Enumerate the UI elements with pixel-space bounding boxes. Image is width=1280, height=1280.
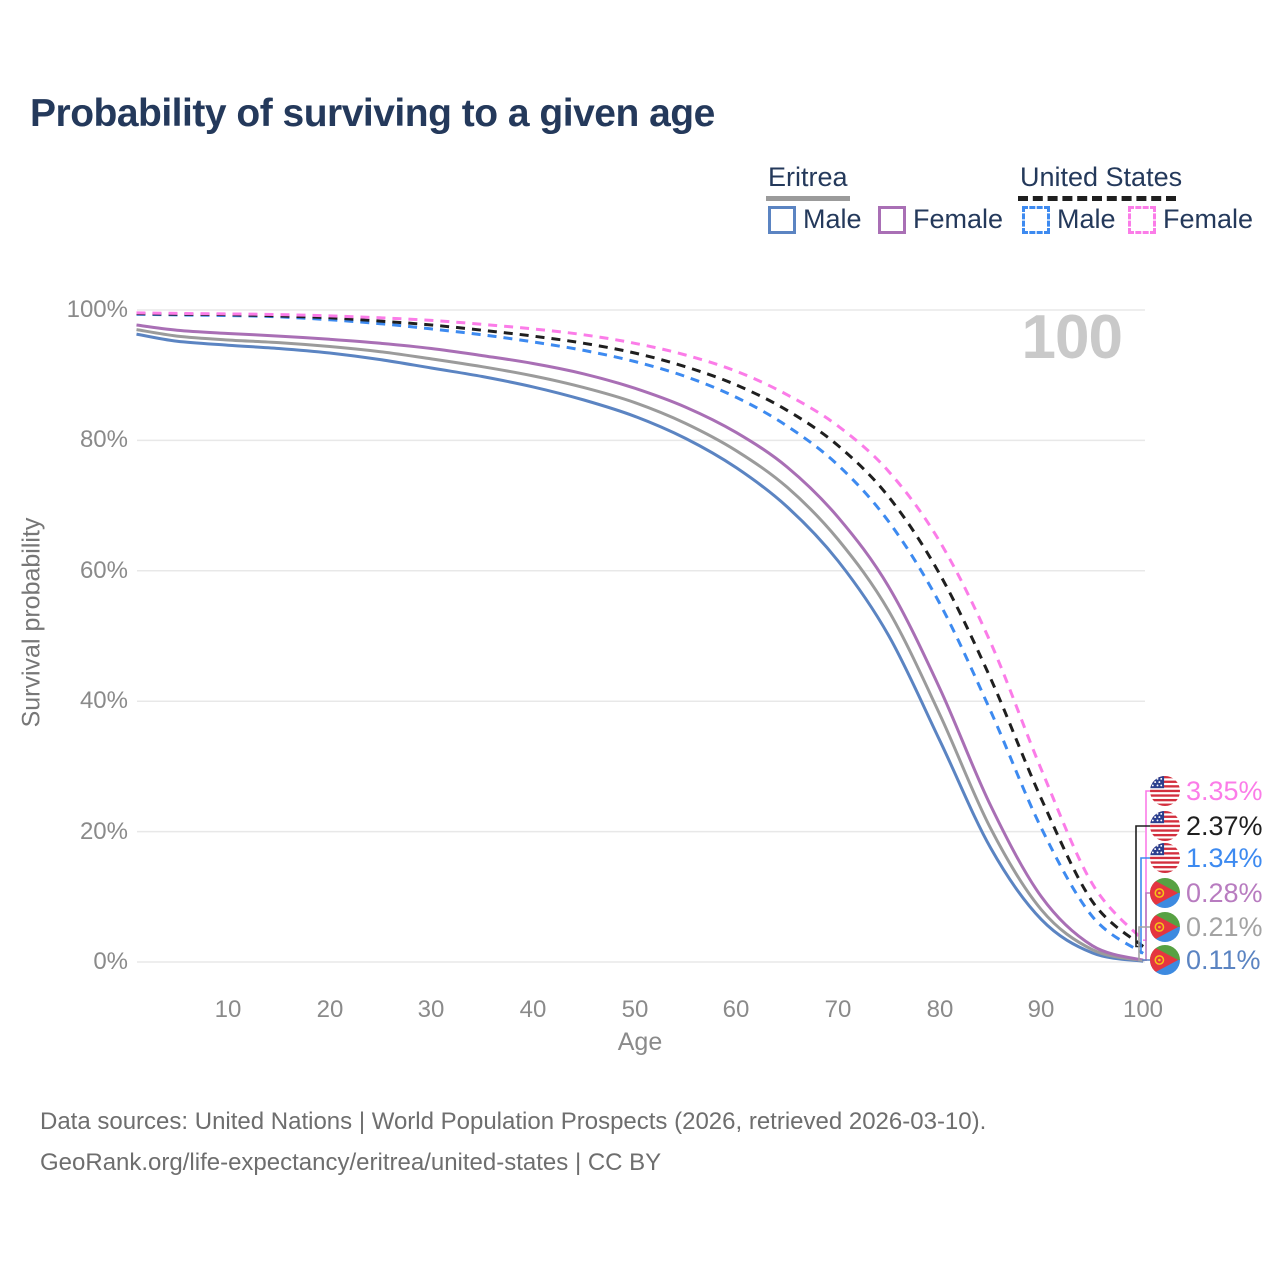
end-label-us-male[interactable]: 1.34% (1150, 841, 1263, 875)
us-flag-icon (1150, 811, 1180, 841)
x-tick: 20 (316, 996, 344, 1023)
x-tick: 60 (722, 996, 750, 1023)
y-tick: 60% (79, 557, 128, 584)
series-us_male-line[interactable] (136, 312, 1144, 955)
x-tick: 50 (621, 996, 649, 1023)
x-tick: 40 (519, 996, 547, 1023)
legend-group-united-states: United States (1020, 162, 1183, 192)
us-male-swatch-icon (1022, 205, 1050, 234)
legend-item-us-female[interactable]: Female (1128, 204, 1253, 235)
legend-underline-eritrea (766, 196, 850, 201)
end-label-value: 0.28% (1186, 877, 1263, 908)
y-tick: 0% (93, 948, 128, 975)
gridlines (137, 309, 1145, 963)
series-eritrea_female-line[interactable] (136, 323, 1144, 962)
series-eritrea_both-line[interactable] (136, 328, 1144, 963)
end-label-eritrea-female[interactable]: 0.28% (1150, 876, 1263, 910)
legend-group-eritrea: Eritrea (768, 162, 848, 192)
legend-item-eritrea-male[interactable]: Male (768, 204, 862, 235)
y-tick: 100% (66, 296, 128, 323)
legend-item-us-male[interactable]: Male (1022, 204, 1116, 235)
end-label-connectors (1135, 790, 1150, 962)
y-tick: 20% (79, 818, 128, 845)
us-flag-icon (1150, 843, 1180, 873)
eritrea-flag-icon (1150, 878, 1180, 908)
end-label-eritrea-male[interactable]: 0.11% (1150, 943, 1261, 977)
end-label-us-both[interactable]: 2.37% (1150, 809, 1263, 843)
y-tick: 80% (79, 426, 128, 453)
page-title: Probability of surviving to a given age (30, 92, 715, 135)
x-tick: 70 (824, 996, 852, 1023)
eritrea-male-swatch-icon (768, 205, 796, 234)
eritrea-female-swatch-icon (878, 205, 906, 234)
end-label-us-female[interactable]: 3.35% (1150, 774, 1263, 808)
series-eritrea_male-line[interactable] (136, 332, 1144, 963)
y-tick: 40% (79, 687, 128, 714)
x-axis-title: Age (617, 1028, 663, 1056)
x-tick: 30 (417, 996, 445, 1023)
legend-item-eritrea-female[interactable]: Female (878, 204, 1003, 235)
end-label-value: 3.35% (1186, 775, 1263, 806)
attribution-line[interactable]: GeoRank.org/life-expectancy/eritrea/unit… (40, 1149, 662, 1176)
eritrea-flag-icon (1150, 912, 1180, 942)
x-tick: 80 (926, 996, 954, 1023)
us-female-swatch-icon (1128, 205, 1156, 234)
hover-age-readout: 100 (1021, 303, 1123, 372)
legend-label: Male (803, 204, 862, 234)
x-tick: 10 (214, 996, 242, 1023)
x-tick: 90 (1027, 996, 1055, 1023)
series-us_female-line[interactable] (136, 311, 1145, 942)
data-source-line: Data sources: United Nations | World Pop… (40, 1108, 987, 1135)
end-label-eritrea-both[interactable]: 0.21% (1150, 910, 1263, 944)
eritrea-flag-icon (1150, 945, 1180, 975)
end-label-value: 1.34% (1186, 842, 1263, 873)
legend-label: Female (1163, 204, 1254, 234)
legend-underline-united-states (1018, 196, 1176, 201)
end-label-value: 2.37% (1186, 810, 1263, 841)
end-label-value: 0.21% (1186, 911, 1263, 942)
legend-label: Female (913, 204, 1004, 234)
us-flag-icon (1150, 776, 1180, 806)
end-label-value: 0.11% (1186, 944, 1261, 975)
x-tick: 100 (1122, 996, 1164, 1023)
legend-label: Male (1057, 204, 1116, 234)
